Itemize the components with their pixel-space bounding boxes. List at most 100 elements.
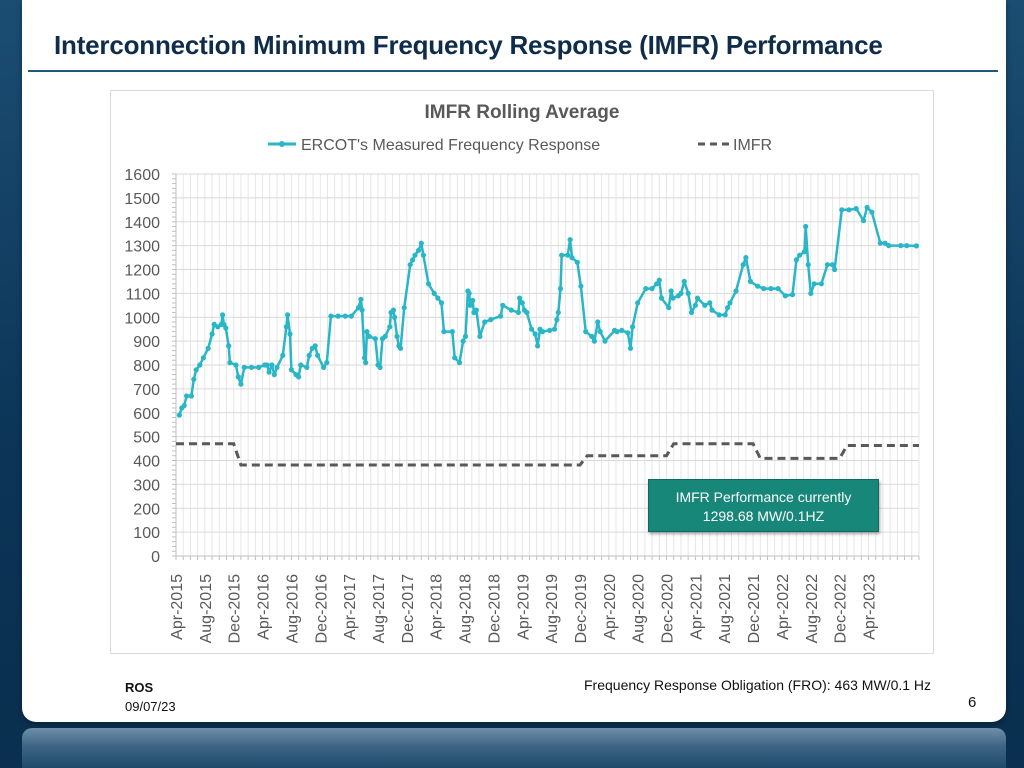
frequency-response-point	[761, 286, 767, 292]
x-tick-label: Aug-2017	[371, 574, 388, 643]
title-divider	[28, 70, 998, 72]
frequency-response-point	[913, 243, 920, 249]
frequency-response-point	[515, 309, 521, 316]
y-tick-label: 100	[133, 525, 160, 542]
series-imfr	[176, 442, 919, 467]
frequency-response-point	[205, 345, 211, 351]
frequency-response-point	[452, 355, 458, 361]
x-tick-label: Apr-2015	[169, 574, 186, 640]
y-tick-label: 800	[133, 358, 160, 375]
frequency-response-point	[649, 286, 655, 292]
frequency-response-point	[200, 355, 206, 361]
frequency-response-point	[227, 360, 233, 366]
frequency-response-point	[288, 367, 294, 373]
x-tick-label: Apr-2017	[342, 574, 359, 640]
x-tick-label: Aug-2020	[631, 574, 648, 643]
frequency-response-point	[238, 381, 244, 387]
frequency-response-point	[688, 309, 695, 316]
x-tick-label: Aug-2016	[284, 574, 301, 643]
y-tick-label: 1600	[124, 167, 160, 184]
frequency-response-point	[176, 412, 182, 418]
frequency-response-point	[394, 333, 400, 339]
frequency-response-point	[241, 364, 247, 370]
frequency-response-point	[635, 300, 641, 306]
frequency-response-point	[420, 252, 426, 258]
y-tick-label: 1200	[124, 263, 160, 280]
frequency-response-point	[670, 295, 676, 301]
frequency-response-point	[358, 296, 364, 302]
frequency-response-point	[519, 300, 525, 306]
x-tick-label: Aug-2022	[804, 574, 821, 643]
frequency-response-point	[377, 364, 383, 370]
y-tick-label: 900	[133, 334, 160, 351]
frequency-response-point	[269, 362, 275, 368]
frequency-response-point	[666, 305, 672, 311]
frequency-response-point	[747, 278, 754, 284]
frequency-response-point	[473, 307, 479, 313]
imfr-chart: IMFR Rolling Average ERCOT's Measured Fr…	[124, 102, 920, 643]
x-tick-label: Dec-2017	[400, 574, 417, 643]
frequency-response-point	[441, 329, 447, 335]
frequency-response-point	[625, 330, 631, 336]
x-tick-label: Dec-2016	[313, 574, 330, 643]
frequency-response-point	[410, 257, 416, 263]
frequency-response-point	[733, 288, 739, 294]
frequency-response-point	[363, 360, 369, 366]
y-tick-label: 1300	[124, 239, 160, 256]
x-tick-label: Aug-2019	[544, 574, 561, 643]
frequency-response-point	[233, 362, 239, 368]
frequency-response-point	[539, 329, 546, 335]
frequency-response-point	[390, 307, 396, 313]
frequency-response-point	[321, 364, 327, 370]
frequency-response-point	[768, 286, 774, 292]
frequency-response-point	[681, 278, 687, 284]
x-tick-label: Apr-2022	[775, 574, 792, 640]
callout-line-2: 1298.68 MW/0.1HZ	[702, 508, 825, 524]
frequency-response-point	[707, 300, 713, 306]
frequency-response-point	[435, 295, 441, 301]
frequency-response-point	[500, 302, 506, 308]
frequency-response-point	[412, 252, 418, 258]
chart-title: IMFR Rolling Average	[425, 102, 620, 123]
frequency-response-point	[392, 314, 398, 320]
frequency-response-point	[716, 312, 722, 318]
frequency-response-point	[508, 307, 514, 313]
chart-gridlines	[175, 173, 920, 557]
frequency-response-point	[456, 360, 463, 366]
frequency-response-point	[235, 374, 241, 380]
frequency-response-point	[743, 255, 749, 261]
frequency-response-point	[555, 309, 561, 316]
x-tick-label: Apr-2018	[429, 574, 446, 640]
y-tick-label: 400	[133, 454, 160, 471]
frequency-response-point	[627, 345, 634, 351]
frequency-response-point	[418, 240, 424, 246]
frequency-response-point	[740, 262, 746, 268]
frequency-response-point	[264, 362, 270, 368]
frequency-response-point	[535, 343, 541, 349]
x-tick-label: Apr-2021	[688, 574, 705, 640]
y-tick-label: 600	[133, 406, 160, 423]
frequency-response-point	[567, 237, 573, 243]
frequency-response-point	[547, 327, 553, 333]
frequency-response-point	[818, 281, 825, 287]
imfr-line	[176, 442, 919, 467]
frequency-response-point	[449, 329, 455, 335]
frequency-response-point	[462, 333, 469, 339]
y-tick-label: 200	[133, 501, 160, 518]
frequency-response-point	[256, 364, 262, 370]
frequency-response-point	[416, 247, 422, 253]
frequency-response-point	[864, 204, 870, 210]
frequency-response-point	[271, 372, 277, 378]
slide-title: Interconnection Minimum Frequency Respon…	[54, 30, 883, 60]
y-tick-label: 300	[133, 477, 160, 494]
frequency-response-point	[488, 317, 494, 323]
frequency-response-point	[425, 281, 432, 287]
frequency-response-point	[602, 338, 608, 344]
frequency-response-point	[304, 364, 310, 370]
frequency-response-point	[315, 352, 321, 358]
frequency-response-point	[348, 313, 354, 319]
frequency-response-point	[569, 255, 575, 261]
frequency-response-point	[860, 218, 867, 224]
x-tick-label: Apr-2019	[515, 574, 532, 640]
frequency-response-point	[193, 367, 199, 373]
